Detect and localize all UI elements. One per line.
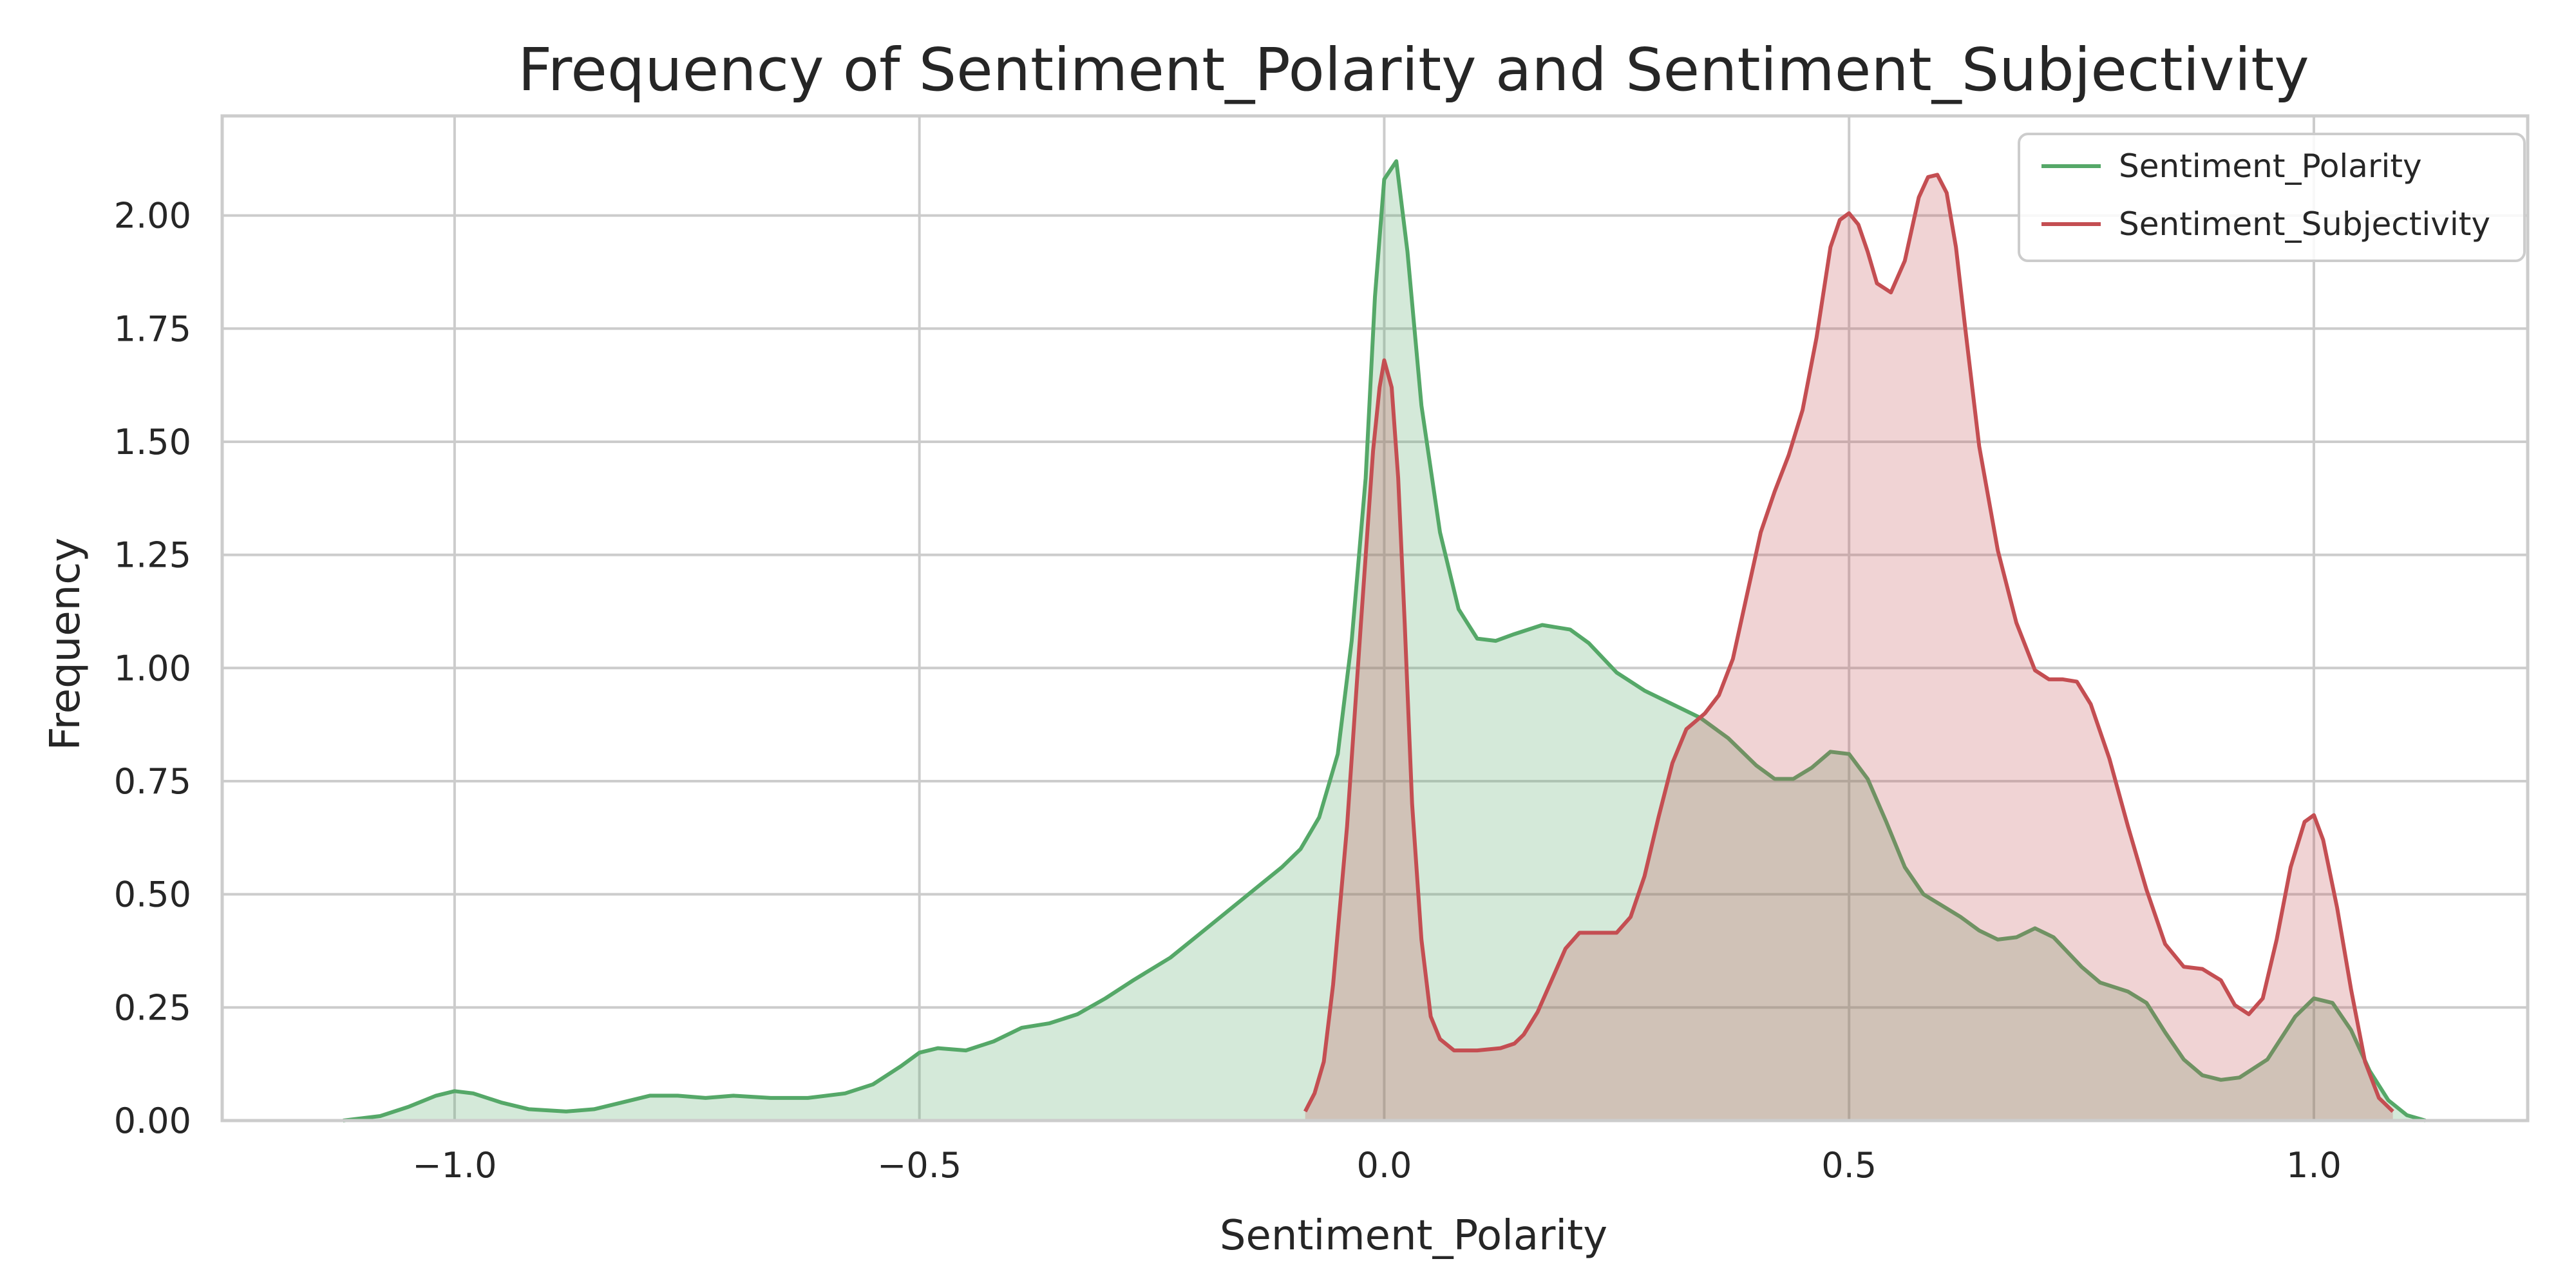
x-axis-label: Sentiment_Polarity bbox=[1220, 1212, 1607, 1260]
chart-title: Frequency of Sentiment_Polarity and Sent… bbox=[518, 35, 2309, 104]
x-tick-label: 0.0 bbox=[1356, 1145, 1412, 1186]
series-line-sentiment-subjectivity bbox=[1303, 173, 2394, 1113]
y-tick-label: 2.00 bbox=[114, 196, 191, 236]
x-tick-label: −0.5 bbox=[877, 1145, 961, 1186]
legend-label-subjectivity: Sentiment_Subjectivity bbox=[2119, 205, 2490, 243]
y-tick-label: 1.25 bbox=[114, 535, 191, 576]
y-tick-label: 0.75 bbox=[114, 761, 191, 802]
legend-frame bbox=[2018, 133, 2526, 262]
series-layer bbox=[343, 159, 2427, 1122]
series-line-sentiment-polarity bbox=[343, 159, 2427, 1122]
y-tick-label: 1.75 bbox=[114, 308, 191, 349]
y-tick-label: 1.50 bbox=[114, 422, 191, 462]
y-tick-label: 1.00 bbox=[114, 648, 191, 688]
y-tick-label: 0.50 bbox=[114, 875, 191, 915]
y-axis-label: Frequency bbox=[42, 538, 90, 751]
x-tick-label: −1.0 bbox=[412, 1145, 497, 1186]
y-tick-label: 0.00 bbox=[114, 1101, 191, 1141]
x-tick-label: 1.0 bbox=[2286, 1145, 2342, 1186]
series-area-sentiment-subjectivity bbox=[1305, 175, 2393, 1121]
y-tick-label: 0.25 bbox=[114, 987, 191, 1028]
legend-label-polarity: Sentiment_Polarity bbox=[2119, 147, 2422, 185]
x-tick-label: 0.5 bbox=[1821, 1145, 1877, 1186]
series-area-sentiment-polarity bbox=[343, 161, 2426, 1121]
tick-layer: −1.0 −0.5 0.0 0.5 1.0 0.00 0.25 0.50 0.75 1.00 1.2… bbox=[114, 196, 2342, 1186]
legend: Sentiment_Polarity Sentiment_Subjectivit… bbox=[2018, 133, 2526, 262]
plot-frame bbox=[220, 114, 2530, 1122]
